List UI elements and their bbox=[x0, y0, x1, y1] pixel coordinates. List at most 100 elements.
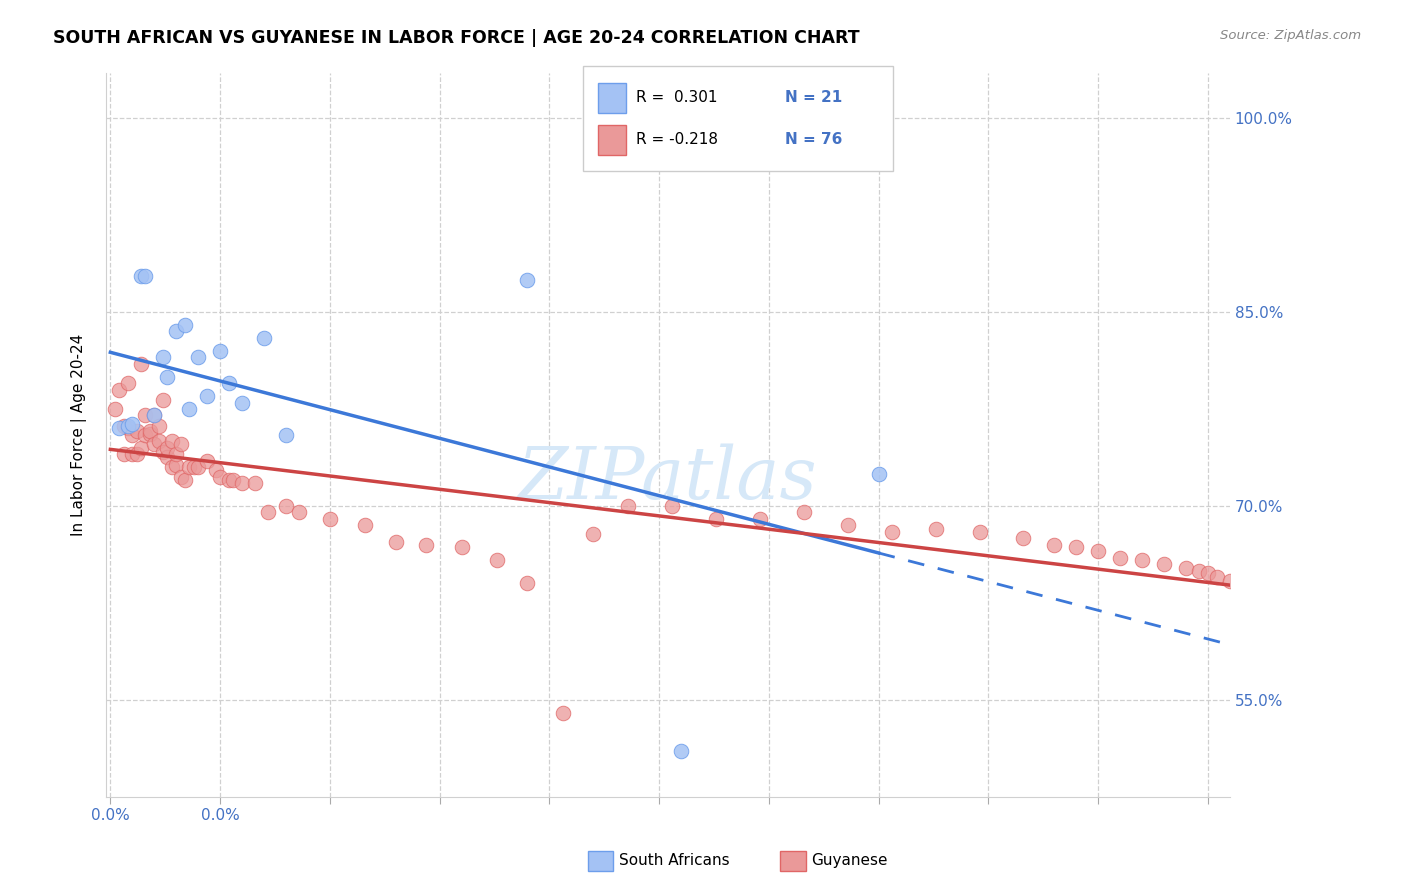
Point bbox=[108, 421, 131, 435]
Point bbox=[1197, 566, 1219, 580]
Point bbox=[152, 444, 174, 458]
Point bbox=[257, 505, 280, 519]
Point bbox=[868, 467, 890, 481]
Point bbox=[179, 460, 201, 475]
Text: N = 76: N = 76 bbox=[785, 132, 842, 146]
Point bbox=[165, 447, 187, 461]
Point bbox=[1087, 544, 1109, 558]
Text: R = -0.218: R = -0.218 bbox=[636, 132, 717, 146]
Point bbox=[169, 470, 191, 484]
Point bbox=[117, 418, 139, 433]
Point bbox=[516, 576, 538, 591]
Point bbox=[117, 421, 139, 435]
Point bbox=[704, 512, 727, 526]
Point bbox=[156, 450, 179, 464]
Point bbox=[169, 437, 191, 451]
Y-axis label: In Labor Force | Age 20-24: In Labor Force | Age 20-24 bbox=[72, 334, 87, 536]
Point bbox=[134, 409, 156, 423]
Point bbox=[143, 437, 166, 451]
Point bbox=[104, 401, 127, 416]
Point bbox=[969, 524, 991, 539]
Point bbox=[183, 460, 205, 475]
Point bbox=[112, 418, 135, 433]
Point bbox=[880, 524, 903, 539]
Point bbox=[1232, 576, 1254, 591]
Point bbox=[129, 268, 152, 283]
Point bbox=[384, 535, 406, 549]
Point bbox=[1188, 564, 1211, 578]
Point bbox=[793, 505, 815, 519]
Point bbox=[319, 512, 342, 526]
Point bbox=[924, 522, 946, 536]
Point bbox=[218, 376, 240, 391]
Text: ZIPatlas: ZIPatlas bbox=[517, 443, 818, 514]
Point bbox=[450, 541, 472, 555]
Point bbox=[1219, 574, 1241, 588]
Point bbox=[152, 351, 174, 365]
Point bbox=[117, 376, 139, 391]
Point bbox=[288, 505, 311, 519]
Point bbox=[134, 427, 156, 442]
Point bbox=[129, 357, 152, 371]
Point bbox=[160, 434, 183, 449]
Point bbox=[415, 538, 437, 552]
Point bbox=[1240, 579, 1263, 593]
Point bbox=[209, 343, 232, 358]
Point bbox=[485, 553, 508, 567]
Point bbox=[174, 318, 197, 332]
Text: South Africans: South Africans bbox=[619, 854, 730, 868]
Point bbox=[143, 409, 166, 423]
Point bbox=[231, 475, 253, 490]
Point bbox=[1174, 561, 1197, 575]
Point bbox=[274, 499, 297, 513]
Point bbox=[148, 418, 170, 433]
Point bbox=[121, 417, 143, 432]
Point bbox=[1012, 531, 1035, 545]
Point bbox=[617, 499, 640, 513]
Point bbox=[121, 427, 143, 442]
Point bbox=[253, 331, 276, 345]
Point bbox=[661, 499, 683, 513]
Point bbox=[160, 460, 183, 475]
Point bbox=[195, 389, 218, 403]
Point bbox=[669, 744, 692, 758]
Point bbox=[108, 383, 131, 397]
Point bbox=[1109, 550, 1132, 565]
Text: Guyanese: Guyanese bbox=[811, 854, 887, 868]
Point bbox=[187, 351, 209, 365]
Point bbox=[139, 424, 162, 438]
Point bbox=[139, 426, 162, 441]
Point bbox=[165, 325, 187, 339]
Point bbox=[231, 395, 253, 409]
Point bbox=[156, 441, 179, 455]
Point bbox=[179, 401, 201, 416]
Point bbox=[156, 369, 179, 384]
Point bbox=[204, 463, 226, 477]
Point bbox=[174, 473, 197, 487]
Point bbox=[125, 424, 148, 438]
Point bbox=[143, 409, 166, 423]
Point bbox=[165, 458, 187, 472]
Text: SOUTH AFRICAN VS GUYANESE IN LABOR FORCE | AGE 20-24 CORRELATION CHART: SOUTH AFRICAN VS GUYANESE IN LABOR FORCE… bbox=[53, 29, 860, 47]
Point bbox=[551, 706, 574, 720]
Point bbox=[1064, 541, 1087, 555]
Point bbox=[582, 527, 605, 541]
Point bbox=[121, 447, 143, 461]
Point bbox=[125, 447, 148, 461]
Point bbox=[209, 470, 232, 484]
Point bbox=[1153, 557, 1175, 571]
Point bbox=[152, 392, 174, 407]
Point bbox=[187, 460, 209, 475]
Text: N = 21: N = 21 bbox=[785, 90, 842, 104]
Point bbox=[218, 473, 240, 487]
Text: R =  0.301: R = 0.301 bbox=[636, 90, 717, 104]
Point bbox=[245, 475, 267, 490]
Point bbox=[129, 441, 152, 455]
Point bbox=[1205, 570, 1227, 584]
Point bbox=[1130, 553, 1153, 567]
Point bbox=[274, 427, 297, 442]
Point bbox=[112, 447, 135, 461]
Point bbox=[134, 268, 156, 283]
Point bbox=[1043, 538, 1066, 552]
Point bbox=[837, 518, 859, 533]
